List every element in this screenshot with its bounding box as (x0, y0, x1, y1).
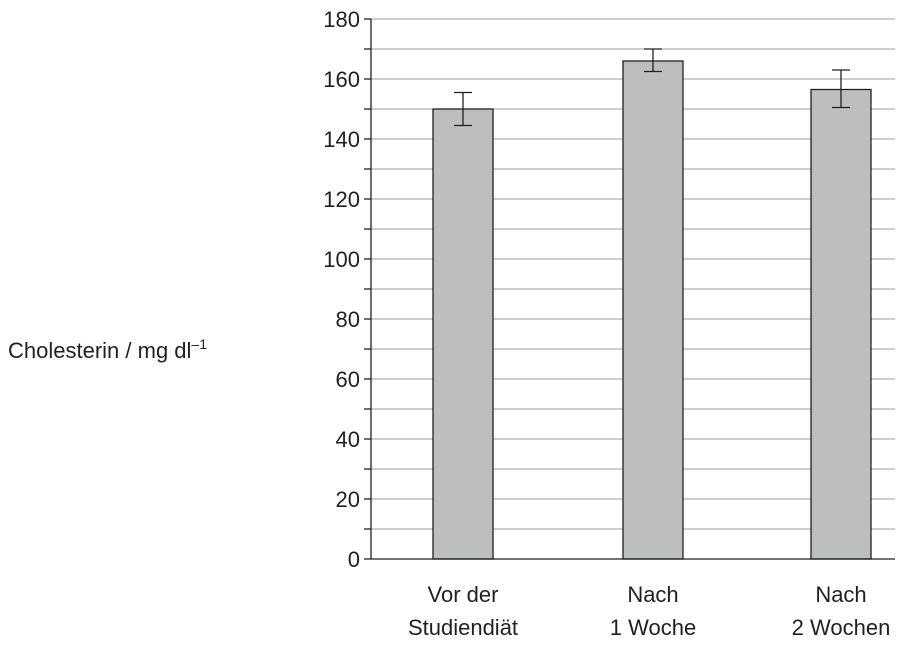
x-category-label: Vor der Studiendiät (408, 582, 518, 640)
labels: 0 20 40 60 80 100 120 140 160 180 Vor der Studiendi… (323, 7, 890, 640)
x-category-label-line: 2 Wochen (792, 615, 891, 640)
y-tick-label: 100 (323, 247, 360, 272)
y-tick-label: 60 (336, 367, 360, 392)
y-tick-label: 40 (336, 427, 360, 452)
bar (432, 108, 494, 560)
bars (432, 60, 872, 560)
y-axis-label-superscript: –1 (191, 336, 207, 352)
x-category-label-line: Studiendiät (408, 615, 518, 640)
y-tick-label: 180 (323, 7, 360, 32)
error-bars (454, 48, 850, 127)
x-category-label: Nach 2 Wochen (792, 582, 891, 640)
error-bar (644, 48, 662, 73)
y-tick-label: 120 (323, 187, 360, 212)
x-category-label-line: Nach (627, 582, 678, 607)
bar (810, 88, 872, 560)
axes (364, 18, 895, 560)
x-category-label: Nach 1 Woche (610, 582, 696, 640)
y-axis-label: Cholesterin / mg dl–1 (8, 336, 207, 363)
x-category-label-line: 1 Woche (610, 615, 696, 640)
error-bar (454, 91, 472, 127)
y-tick-label: 0 (348, 547, 360, 572)
x-category-label-line: Vor der (428, 582, 499, 607)
y-tick-label: 80 (336, 307, 360, 332)
bar (622, 60, 684, 560)
y-tick-label: 160 (323, 67, 360, 92)
y-tick-label: 140 (323, 127, 360, 152)
x-category-label-line: Nach (815, 582, 866, 607)
y-axis-label-text: Cholesterin / mg dl (8, 338, 191, 363)
error-bar (832, 69, 850, 109)
y-tick-label: 20 (336, 487, 360, 512)
